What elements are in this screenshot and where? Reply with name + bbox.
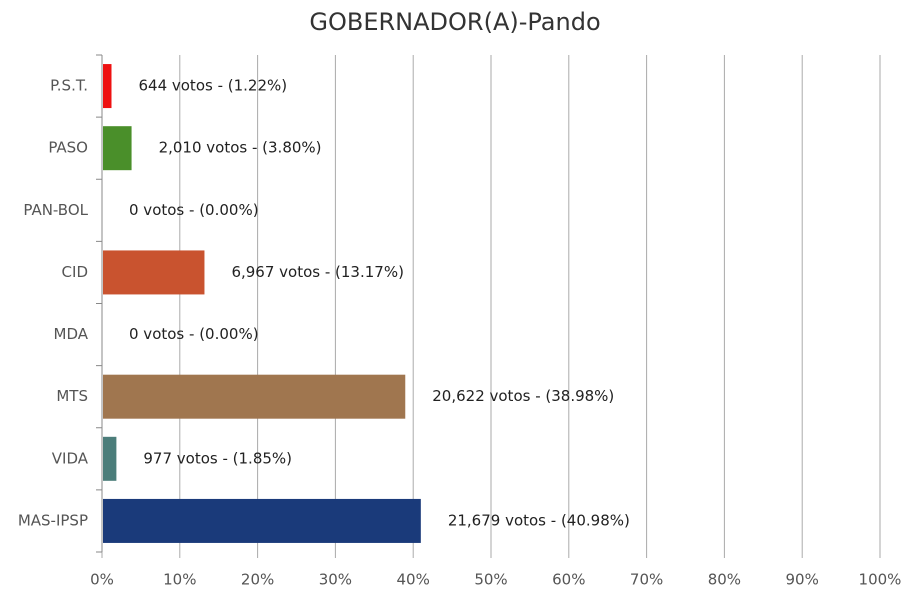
- y-tick-label: MDA: [54, 325, 89, 343]
- data-label: 6,967 votos - (13.17%): [231, 263, 403, 281]
- chart-title: GOBERNADOR(A)-Pando: [309, 8, 600, 36]
- y-tick-label: MTS: [56, 387, 88, 405]
- data-label: 0 votos - (0.00%): [129, 201, 259, 219]
- x-tick-label: 90%: [786, 571, 819, 589]
- bar: [103, 64, 112, 109]
- x-tick-label: 80%: [708, 571, 741, 589]
- data-label: 0 votos - (0.00%): [129, 325, 259, 343]
- data-label: 977 votos - (1.85%): [143, 449, 292, 467]
- y-tick-label: VIDA: [52, 449, 89, 467]
- x-tick-label: 30%: [319, 571, 352, 589]
- bar: [103, 250, 205, 295]
- bar: [103, 126, 132, 171]
- bar: [103, 374, 406, 419]
- y-tick-label: MAS-IPSP: [18, 511, 88, 529]
- data-label: 21,679 votos - (40.98%): [448, 511, 630, 529]
- data-label: 2,010 votos - (3.80%): [159, 139, 322, 157]
- x-tick-label: 100%: [859, 571, 902, 589]
- x-tick-label: 50%: [474, 571, 507, 589]
- x-tick-label: 0%: [90, 571, 114, 589]
- x-tick-label: 10%: [163, 571, 196, 589]
- x-tick-label: 60%: [552, 571, 585, 589]
- x-tick-label: 70%: [630, 571, 663, 589]
- y-tick-label: PASO: [48, 139, 88, 157]
- y-tick-label: CID: [62, 263, 88, 281]
- data-label: 644 votos - (1.22%): [138, 77, 287, 95]
- y-tick-label: P.S.T.: [50, 77, 88, 95]
- data-label: 20,622 votos - (38.98%): [432, 387, 614, 405]
- x-tick-label: 40%: [397, 571, 430, 589]
- x-tick-label: 20%: [241, 571, 274, 589]
- y-tick-label: PAN-BOL: [23, 201, 88, 219]
- bar: [103, 436, 117, 481]
- bar: [103, 498, 421, 543]
